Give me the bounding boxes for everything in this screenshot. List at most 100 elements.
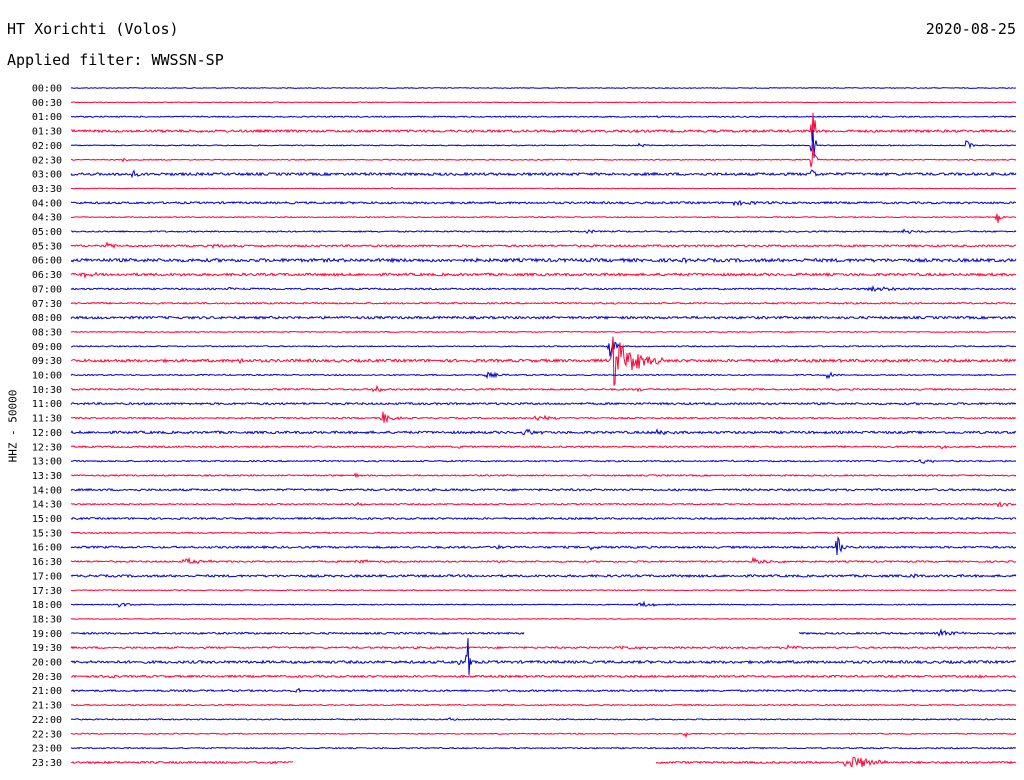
row-label-0400: 04:00 bbox=[32, 198, 62, 209]
row-label-0800: 08:00 bbox=[32, 313, 62, 324]
row-label-2100: 21:00 bbox=[32, 686, 62, 697]
trace-1730 bbox=[70, 589, 1017, 592]
row-label-1230: 12:30 bbox=[32, 442, 62, 453]
row-label-1130: 11:30 bbox=[32, 414, 62, 425]
row-label-2030: 20:30 bbox=[32, 672, 62, 683]
row-label-0100: 01:00 bbox=[32, 112, 62, 123]
trace-0500 bbox=[71, 228, 1017, 235]
trace-0630 bbox=[70, 271, 1017, 280]
row-label-0500: 05:00 bbox=[32, 227, 62, 238]
trace-1700 bbox=[70, 573, 1017, 579]
trace-0930 bbox=[70, 336, 1017, 386]
station-title: HT Xorichti (Volos) bbox=[7, 20, 179, 38]
row-label-0730: 07:30 bbox=[32, 299, 62, 310]
row-label-1300: 13:00 bbox=[32, 457, 62, 468]
row-label-2130: 21:30 bbox=[32, 701, 62, 712]
trace-2300 bbox=[70, 746, 1017, 750]
row-label-1030: 10:30 bbox=[32, 385, 62, 396]
trace-1430 bbox=[70, 501, 1017, 508]
trace-1400 bbox=[70, 487, 1017, 492]
trace-0100 bbox=[70, 115, 1017, 119]
filter-label: Applied filter: WWSSN-SP bbox=[7, 51, 224, 69]
row-label-0430: 04:30 bbox=[32, 213, 62, 224]
row-label-2330: 23:30 bbox=[32, 758, 62, 769]
trace-0230 bbox=[70, 144, 1017, 168]
trace-1830 bbox=[70, 617, 1017, 620]
row-label-0330: 03:30 bbox=[32, 184, 62, 195]
trace-2030 bbox=[70, 674, 1016, 679]
row-label-0630: 06:30 bbox=[32, 270, 62, 281]
row-label-1530: 15:30 bbox=[32, 528, 62, 539]
row-label-1630: 16:30 bbox=[32, 557, 62, 568]
trace-1000 bbox=[70, 371, 1017, 380]
row-label-2230: 22:30 bbox=[32, 729, 62, 740]
trace-1530 bbox=[70, 531, 1017, 535]
trace-0430 bbox=[70, 213, 1017, 223]
row-label-0700: 07:00 bbox=[32, 284, 62, 295]
row-label-0900: 09:00 bbox=[32, 342, 62, 353]
trace-1930 bbox=[70, 644, 1017, 651]
row-label-0000: 00:00 bbox=[32, 84, 62, 95]
trace-1630 bbox=[70, 556, 1017, 565]
row-label-1900: 19:00 bbox=[32, 629, 62, 640]
trace-1130 bbox=[70, 411, 1017, 424]
row-label-1500: 15:00 bbox=[32, 514, 62, 525]
row-label-0530: 05:30 bbox=[32, 241, 62, 252]
row-label-1700: 17:00 bbox=[32, 571, 62, 582]
row-labels: 00:00 00:30 01:00 01:30 02:00 02:30 03:00 03:30… bbox=[32, 84, 62, 769]
trace-2230 bbox=[70, 732, 1016, 739]
row-label-0600: 06:00 bbox=[32, 256, 62, 267]
trace-1030 bbox=[70, 384, 1017, 393]
trace-0130 bbox=[71, 112, 1017, 142]
trace-0900 bbox=[70, 339, 1017, 357]
trace-0330 bbox=[70, 186, 1017, 190]
trace-2200 bbox=[70, 716, 1017, 721]
trace-0300 bbox=[70, 169, 1017, 179]
trace-0000 bbox=[70, 86, 1017, 90]
row-label-1200: 12:00 bbox=[32, 428, 62, 439]
row-label-0830: 08:30 bbox=[32, 327, 62, 338]
trace-1500 bbox=[70, 516, 1017, 521]
trace-0530 bbox=[70, 241, 1017, 250]
date-label: 2020-08-25 bbox=[925, 20, 1016, 38]
row-label-0300: 03:00 bbox=[32, 170, 62, 181]
trace-1330 bbox=[70, 472, 1017, 479]
trace-1200 bbox=[70, 428, 1017, 436]
trace-1800 bbox=[70, 600, 1017, 608]
trace-0830 bbox=[70, 330, 1017, 334]
row-label-2000: 20:00 bbox=[32, 658, 62, 669]
trace-1230 bbox=[70, 445, 1017, 450]
row-label-0200: 02:00 bbox=[32, 141, 62, 152]
trace-0200 bbox=[70, 129, 1017, 158]
row-label-1430: 14:30 bbox=[32, 500, 62, 511]
trace-0700 bbox=[70, 284, 1017, 293]
seismic-traces bbox=[70, 86, 1017, 768]
row-label-0930: 09:30 bbox=[32, 356, 62, 367]
row-label-1600: 16:00 bbox=[32, 543, 62, 554]
row-label-1000: 10:00 bbox=[32, 371, 62, 382]
row-label-2300: 23:00 bbox=[32, 744, 62, 755]
trace-2000 bbox=[70, 638, 1017, 675]
trace-2100 bbox=[70, 687, 1017, 693]
row-label-2200: 22:00 bbox=[32, 715, 62, 726]
row-label-1730: 17:30 bbox=[32, 586, 62, 597]
row-label-0030: 00:30 bbox=[32, 98, 62, 109]
trace-2130 bbox=[70, 703, 1017, 707]
row-label-1800: 18:00 bbox=[32, 600, 62, 611]
row-label-1400: 14:00 bbox=[32, 485, 62, 496]
row-label-1830: 18:30 bbox=[32, 614, 62, 625]
trace-2330 bbox=[70, 756, 1017, 768]
trace-0400 bbox=[70, 199, 1017, 207]
trace-1600 bbox=[70, 535, 1017, 556]
row-label-1100: 11:00 bbox=[32, 399, 62, 410]
trace-1900 bbox=[71, 628, 1017, 638]
trace-0800 bbox=[70, 315, 1017, 320]
row-label-1930: 19:30 bbox=[32, 643, 62, 654]
trace-0600 bbox=[70, 257, 1017, 265]
trace-0030 bbox=[70, 101, 1017, 104]
row-label-0230: 02:30 bbox=[32, 155, 62, 166]
row-label-1330: 13:30 bbox=[32, 471, 62, 482]
trace-1100 bbox=[70, 401, 1017, 406]
trace-0730 bbox=[70, 301, 1017, 305]
